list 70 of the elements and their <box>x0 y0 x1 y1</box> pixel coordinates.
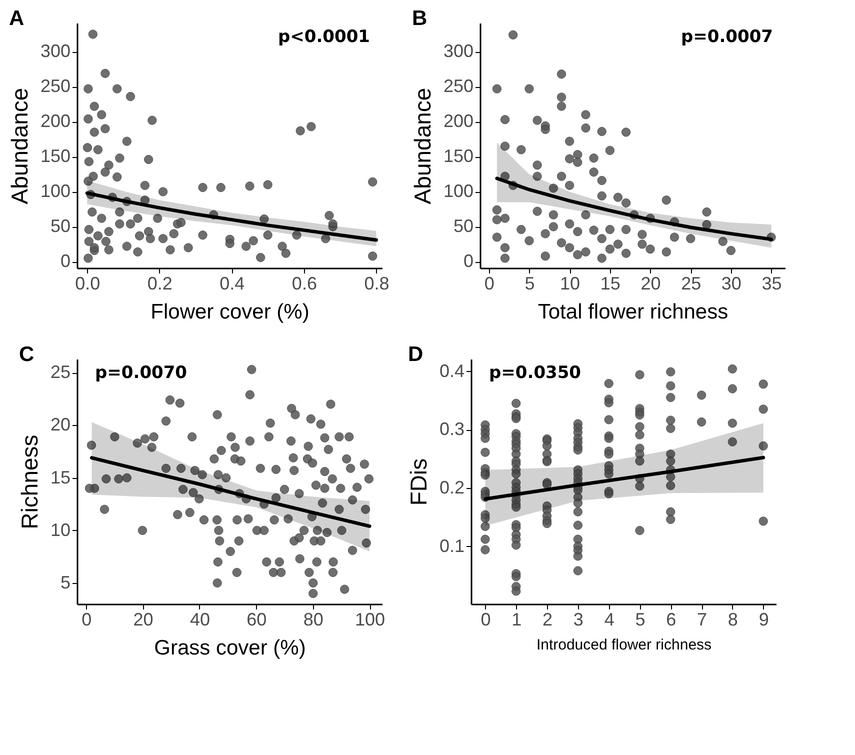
y-tick-label: 20 <box>50 414 70 435</box>
y-tick-label: 250 <box>40 76 70 96</box>
x-tick-label: 0.4 <box>220 274 245 294</box>
x-tick-label: 6 <box>666 610 676 630</box>
x-tick-label: 30 <box>721 274 742 294</box>
y-tick-label: 0.2 <box>439 477 464 498</box>
y-tick-label: 300 <box>40 41 70 62</box>
x-axis-title: Introduced flower richness <box>536 636 712 654</box>
x-tick-label: 15 <box>600 274 620 294</box>
y-tick-label: 0.3 <box>439 419 464 440</box>
chart-title: D <box>408 343 424 366</box>
y-axis-title: FDis <box>405 458 432 506</box>
x-tick-label: 8 <box>728 610 738 630</box>
x-tick-label: 1 <box>512 610 522 630</box>
x-tick-label: 0 <box>484 274 494 294</box>
y-tick-label: 0 <box>463 251 474 272</box>
x-tick-label: 5 <box>635 610 646 630</box>
x-tick-label: 7 <box>697 610 708 630</box>
y-axis-title: Abundance <box>6 88 32 204</box>
chart-title: C <box>18 343 34 366</box>
x-tick-label: 4 <box>604 610 614 630</box>
x-tick-label: 2 <box>542 610 553 630</box>
x-tick-label: 10 <box>560 274 580 294</box>
chart-title: B <box>412 7 428 30</box>
y-tick-label: 0.4 <box>439 360 464 381</box>
x-axis-title: Flower cover (%) <box>150 300 310 324</box>
x-axis-title: Total flower richness <box>538 300 728 324</box>
y-tick-label: 200 <box>443 111 474 132</box>
x-tick-label: 0.6 <box>292 274 317 294</box>
y-tick-label: 100 <box>40 181 70 202</box>
line-series <box>85 191 378 242</box>
y-tick-label: 200 <box>40 111 70 132</box>
x-tick-label: 3 <box>573 610 584 630</box>
annotation: p=0.0350 <box>489 363 582 383</box>
x-tick-label: 0.0 <box>75 274 100 294</box>
y-tick-label: 15 <box>50 467 70 488</box>
annotation: p=0.0070 <box>95 363 188 383</box>
y-tick-label: 150 <box>40 146 70 166</box>
x-tick-label: 0 <box>82 610 92 630</box>
x-tick-label: 35 <box>762 274 782 294</box>
x-tick-label: 5 <box>524 274 535 294</box>
y-tick-label: 100 <box>443 181 474 202</box>
y-tick-label: 250 <box>443 76 474 96</box>
x-tick-label: 100 <box>355 610 386 630</box>
y-tick-label: 300 <box>443 41 474 62</box>
x-tick-label: 0.8 <box>364 274 390 294</box>
x-axis-title: Grass cover (%) <box>154 636 306 660</box>
y-tick-label: 50 <box>50 216 70 236</box>
y-axis-title: Richness <box>16 434 42 530</box>
x-tick-label: 25 <box>681 274 702 294</box>
x-tick-label: 9 <box>758 610 769 630</box>
annotation: p<0.0001 <box>278 27 370 47</box>
x-tick-label: 20 <box>133 610 154 630</box>
y-tick-label: 0.1 <box>439 536 464 556</box>
chart-title: A <box>8 7 24 30</box>
x-tick-label: 60 <box>246 610 267 630</box>
line-series <box>90 456 372 528</box>
y-tick-label: 150 <box>443 146 474 166</box>
y-tick-label: 5 <box>60 572 70 592</box>
y-tick-label: 50 <box>453 216 474 236</box>
x-tick-label: 80 <box>303 610 324 630</box>
y-tick-label: 0 <box>60 251 70 272</box>
y-tick-label: 10 <box>50 520 70 540</box>
x-tick-label: 0 <box>480 610 491 630</box>
x-tick-label: 0.2 <box>147 274 172 294</box>
x-tick-label: 20 <box>640 274 661 294</box>
annotation: p=0.0007 <box>680 27 773 47</box>
y-axis-title: Abundance <box>409 88 436 204</box>
y-tick-label: 25 <box>50 362 70 382</box>
x-tick-label: 40 <box>190 610 210 630</box>
